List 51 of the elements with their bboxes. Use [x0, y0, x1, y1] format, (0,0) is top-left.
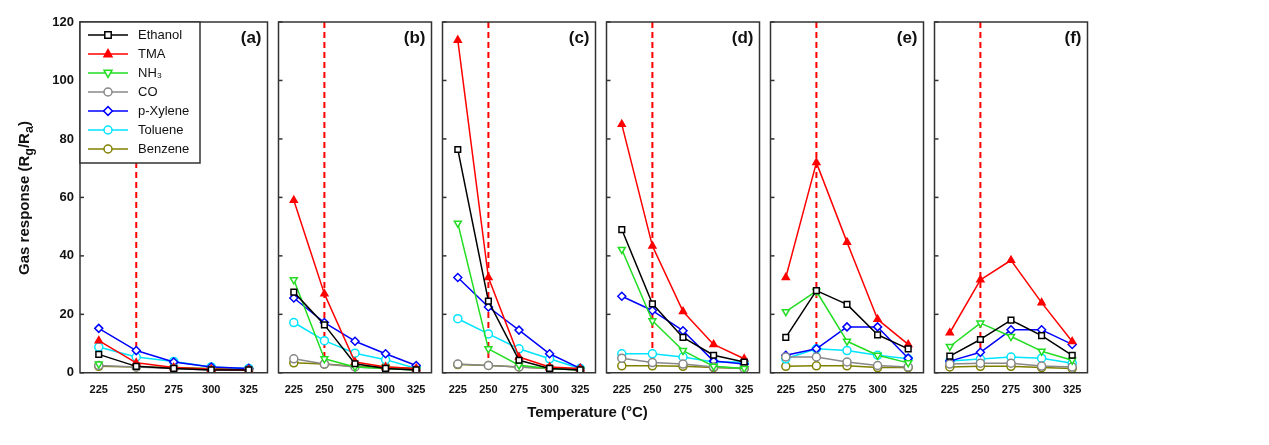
- x-tick-label: 325: [571, 383, 590, 396]
- annotation: (b): [403, 28, 426, 48]
- y-tick-label: 20: [59, 305, 74, 321]
- annotation: (d): [731, 28, 754, 48]
- x-tick-label: 225: [89, 383, 108, 396]
- y-tick-label: 0: [66, 364, 74, 380]
- x-tick-label: 225: [612, 383, 631, 396]
- x-tick-label: 300: [202, 383, 221, 396]
- y-tick-label: 120: [52, 13, 74, 29]
- annotation: (e): [896, 28, 918, 48]
- x-tick-label: 250: [643, 383, 662, 396]
- x-axis-title: Temperature (°C): [526, 403, 649, 420]
- x-tick-label: 275: [837, 383, 857, 396]
- x-tick-label: 225: [776, 383, 795, 396]
- x-tick-label: 300: [868, 383, 887, 396]
- x-tick-label: 275: [509, 383, 529, 396]
- x-tick-label: 325: [239, 383, 258, 396]
- y-tick-label: 60: [59, 188, 74, 204]
- x-tick-label: 300: [540, 383, 559, 396]
- y-tick-label: 80: [59, 130, 74, 146]
- x-tick-label: 250: [479, 383, 498, 396]
- x-tick-label: 250: [127, 383, 146, 396]
- x-tick-label: 225: [940, 383, 959, 396]
- legend-label: TMA: [138, 45, 166, 61]
- x-tick-label: 250: [315, 383, 334, 396]
- x-tick-label: 250: [971, 383, 990, 396]
- annotation: (f): [1064, 28, 1082, 48]
- x-tick-label: 325: [899, 383, 918, 396]
- legend-label: Toluene: [138, 121, 184, 137]
- x-tick-label: 325: [1063, 383, 1082, 396]
- x-tick-label: 250: [807, 383, 826, 396]
- x-tick-label: 275: [673, 383, 693, 396]
- y-tick-label: 40: [59, 247, 74, 263]
- annotation: (a): [240, 28, 262, 48]
- legend-label: Ethanol: [138, 26, 183, 42]
- x-tick-label: 325: [735, 383, 754, 396]
- x-tick-label: 300: [704, 383, 723, 396]
- x-tick-label: 225: [284, 383, 303, 396]
- x-tick-label: 275: [345, 383, 365, 396]
- x-tick-label: 300: [1032, 383, 1051, 396]
- x-tick-label: 300: [376, 383, 395, 396]
- x-tick-label: 275: [1001, 383, 1021, 396]
- legend-label: NH₃: [138, 64, 163, 80]
- x-tick-label: 325: [407, 383, 426, 396]
- annotation: (c): [568, 28, 590, 48]
- legend-label: p-Xylene: [138, 102, 190, 118]
- x-tick-label: 225: [448, 383, 467, 396]
- x-tick-label: 275: [164, 383, 183, 396]
- legend-label: CO: [138, 83, 158, 99]
- y-tick-label: 100: [52, 72, 74, 88]
- legend-label: Benzene: [138, 140, 190, 156]
